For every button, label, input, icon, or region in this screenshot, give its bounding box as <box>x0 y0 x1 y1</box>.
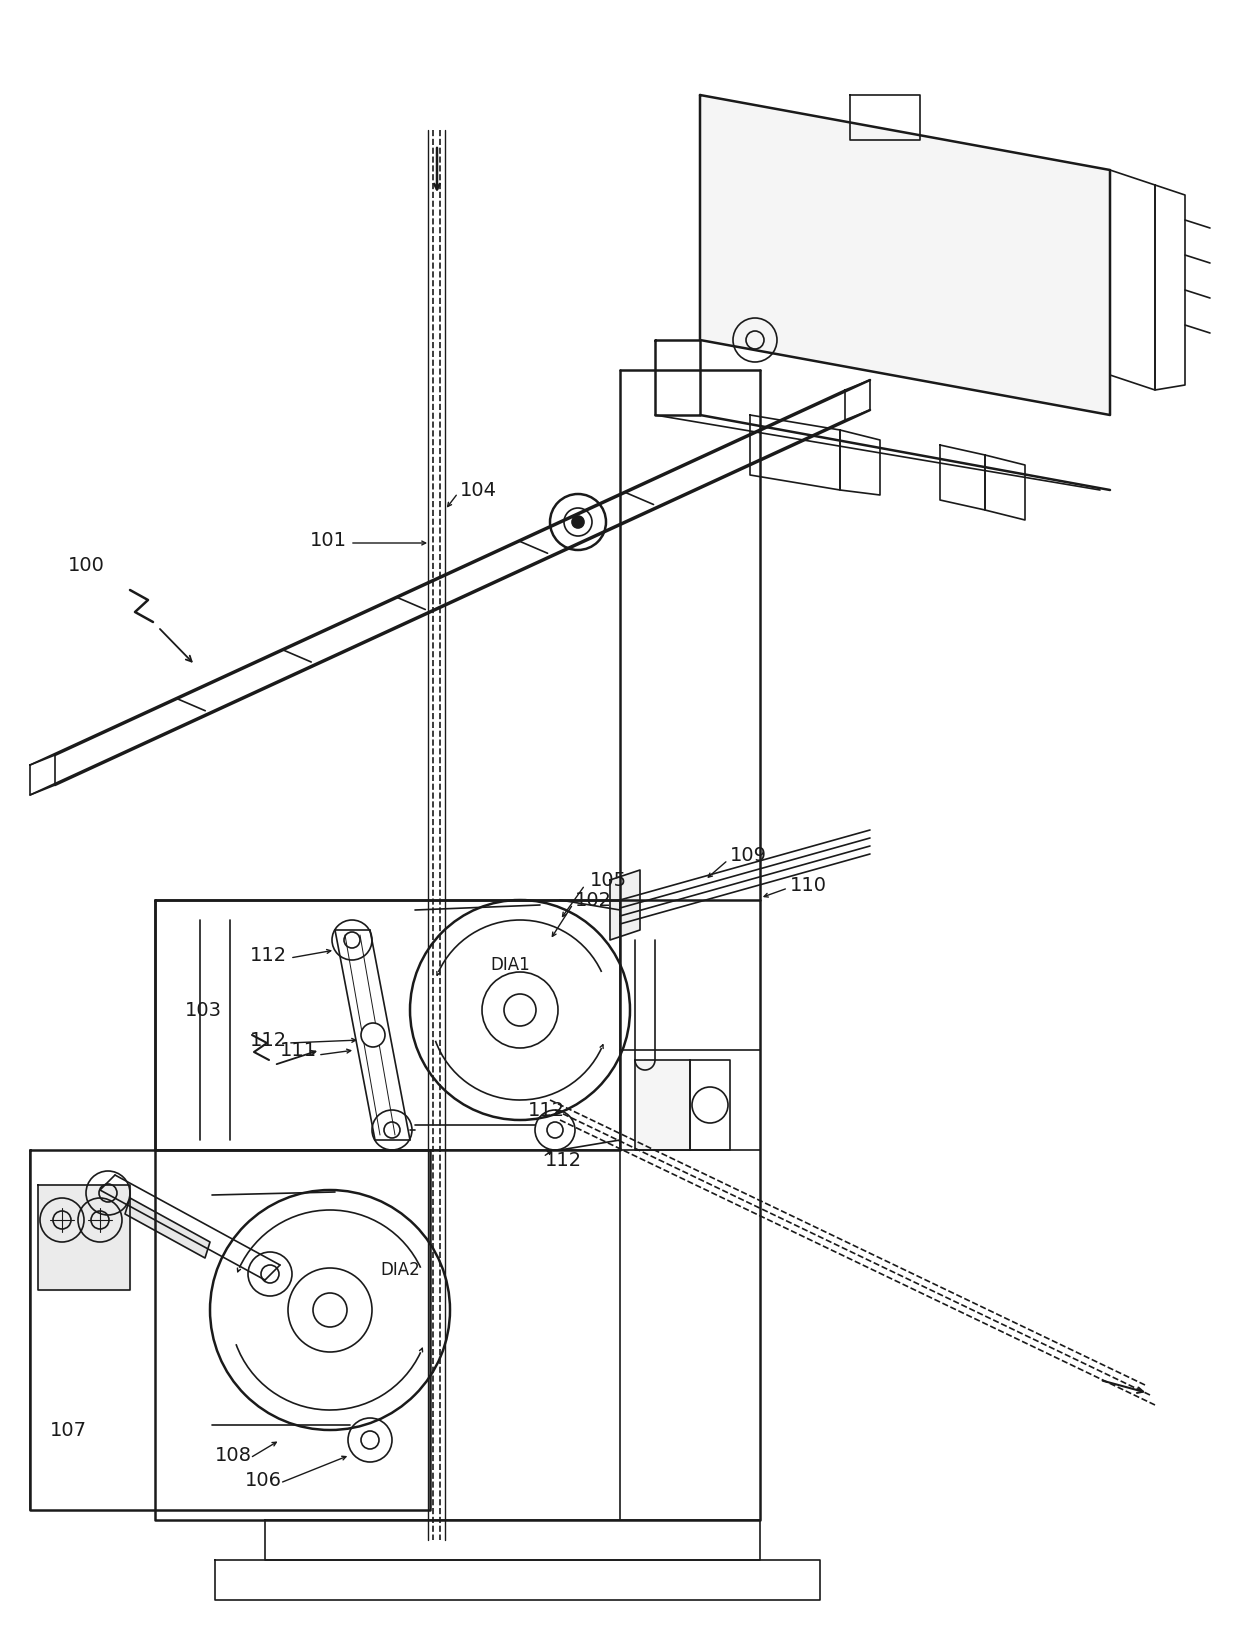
Text: 111: 111 <box>280 1040 317 1060</box>
Text: 112: 112 <box>250 1030 288 1050</box>
Text: 104: 104 <box>460 480 497 500</box>
Polygon shape <box>635 1060 689 1151</box>
Text: 102: 102 <box>575 890 613 910</box>
Circle shape <box>572 517 584 528</box>
Text: 101: 101 <box>310 530 347 550</box>
Text: 105: 105 <box>590 870 627 890</box>
Text: 109: 109 <box>730 845 768 865</box>
Circle shape <box>312 1293 347 1327</box>
Text: 108: 108 <box>215 1446 252 1464</box>
Circle shape <box>361 1024 384 1047</box>
Text: DIA1: DIA1 <box>490 956 529 974</box>
Polygon shape <box>610 870 640 939</box>
Text: 112: 112 <box>528 1101 565 1119</box>
Text: 106: 106 <box>246 1471 281 1489</box>
Text: 112: 112 <box>250 946 288 964</box>
Text: 107: 107 <box>50 1420 87 1440</box>
Polygon shape <box>125 1199 210 1258</box>
Polygon shape <box>38 1185 130 1289</box>
Text: DIA2: DIA2 <box>379 1261 420 1280</box>
Text: 100: 100 <box>68 555 105 575</box>
Circle shape <box>503 994 536 1025</box>
Text: 112: 112 <box>546 1151 582 1169</box>
Text: 103: 103 <box>185 1001 222 1020</box>
Polygon shape <box>701 96 1110 414</box>
Text: 110: 110 <box>790 875 827 895</box>
